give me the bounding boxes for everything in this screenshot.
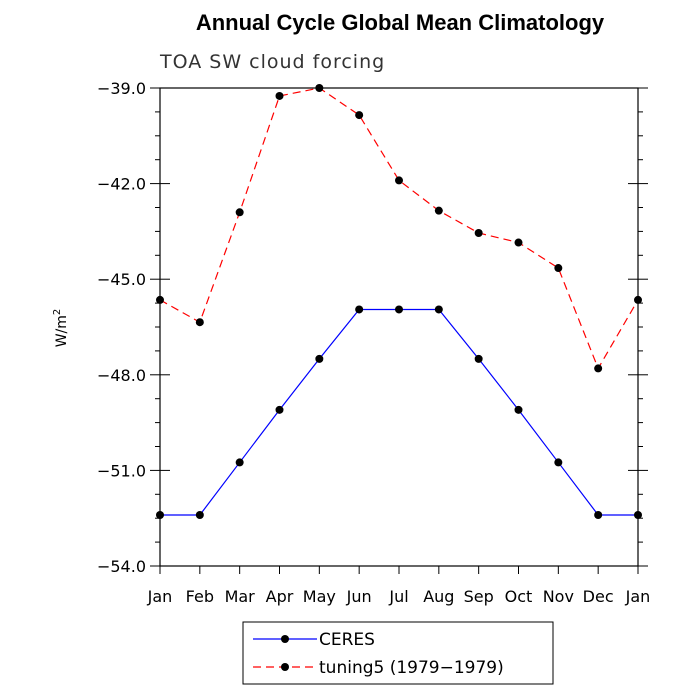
- x-tick-label: Aug: [423, 587, 454, 606]
- data-point-tuning5: [315, 84, 324, 92]
- data-point-tuning5: [195, 318, 204, 327]
- legend-marker-tuning5: [281, 663, 289, 671]
- data-point-tuning5: [474, 228, 483, 237]
- data-point-ceres: [554, 458, 563, 467]
- legend-label-tuning5: tuning5 (1979−1979): [319, 658, 504, 678]
- data-point-tuning5: [434, 206, 443, 215]
- x-tick-label: Mar: [225, 587, 256, 606]
- x-tick-label: May: [303, 587, 336, 606]
- y-tick-label: −39.0: [97, 79, 146, 98]
- data-point-tuning5: [514, 238, 523, 247]
- data-point-ceres: [156, 511, 164, 520]
- data-point-ceres: [195, 511, 204, 520]
- data-point-tuning5: [235, 208, 244, 217]
- data-point-ceres: [235, 458, 244, 467]
- y-axis-label: W/m2: [52, 309, 70, 348]
- x-tick-label: Jan: [625, 587, 651, 606]
- data-point-tuning5: [554, 264, 563, 273]
- data-point-ceres: [634, 511, 642, 520]
- y-tick-label: −42.0: [97, 175, 146, 194]
- legend-box: [242, 621, 554, 685]
- data-point-ceres: [434, 305, 443, 314]
- series-line-ceres: [160, 308, 638, 516]
- data-point-tuning5: [355, 111, 364, 120]
- x-tick-label: Dec: [583, 587, 614, 606]
- legend-marker-ceres: [281, 635, 289, 643]
- y-axis-label-exponent: 2: [52, 309, 63, 315]
- data-point-tuning5: [634, 295, 642, 304]
- data-point-tuning5: [275, 91, 284, 100]
- y-tick-label: −45.0: [97, 270, 146, 289]
- data-point-ceres: [395, 305, 403, 314]
- data-point-ceres: [315, 354, 324, 363]
- plot-frame: [159, 87, 639, 567]
- y-tick-label: −54.0: [97, 557, 146, 576]
- data-point-ceres: [594, 511, 603, 520]
- x-tick-label: Feb: [186, 587, 214, 606]
- x-tick-label: Nov: [543, 587, 574, 606]
- x-tick-label: Oct: [505, 587, 533, 606]
- data-point-tuning5: [594, 364, 603, 373]
- data-point-tuning5: [156, 295, 164, 304]
- y-tick-label: −51.0: [97, 461, 146, 480]
- y-tick-label: −48.0: [97, 366, 146, 385]
- data-point-ceres: [474, 354, 483, 363]
- data-point-ceres: [275, 405, 284, 414]
- x-tick-label: Jul: [388, 587, 408, 606]
- x-tick-label: Sep: [464, 587, 494, 606]
- x-tick-label: Jan: [147, 587, 173, 606]
- x-tick-label: Apr: [266, 587, 294, 606]
- data-point-ceres: [514, 405, 523, 414]
- x-tick-label: Jun: [346, 587, 372, 606]
- legend-label-ceres: CERES: [319, 630, 375, 650]
- y-axis-label-units: W/m: [54, 315, 70, 347]
- data-point-tuning5: [395, 176, 403, 185]
- series-group: [156, 84, 642, 520]
- chart-subtitle: TOA SW cloud forcing: [159, 51, 385, 73]
- data-point-ceres: [355, 305, 364, 314]
- chart-title: Annual Cycle Global Mean Climatology: [196, 10, 605, 35]
- series-line-tuning5: [159, 87, 639, 370]
- axes: −54.0 −51.0 −48.0 −45.0 −42.0 −39.0 Jan Feb Mar A…: [97, 79, 650, 606]
- legend: CERES tuning5 (1979−1979): [242, 621, 554, 685]
